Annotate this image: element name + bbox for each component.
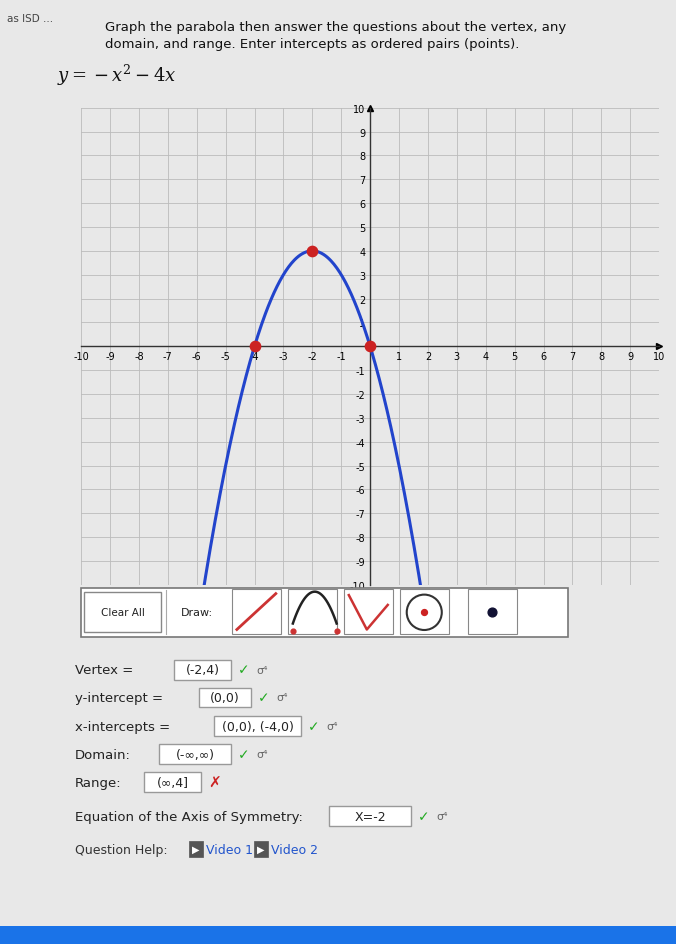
Point [487, 605, 498, 620]
Text: as ISD ...: as ISD ... [7, 14, 53, 25]
FancyBboxPatch shape [81, 588, 568, 637]
FancyBboxPatch shape [214, 716, 301, 736]
Text: (-∞,∞): (-∞,∞) [176, 748, 214, 761]
Text: ▶: ▶ [192, 844, 199, 854]
Point [307, 244, 318, 259]
Text: $y = -x^2 - 4x$: $y = -x^2 - 4x$ [57, 62, 177, 88]
Text: ▶: ▶ [258, 844, 265, 854]
FancyBboxPatch shape [344, 590, 393, 634]
Text: ✓: ✓ [238, 663, 249, 677]
Point [365, 339, 376, 354]
Text: (-2,4): (-2,4) [185, 664, 220, 676]
Text: σ⁴: σ⁴ [256, 750, 268, 760]
Point [331, 624, 342, 639]
FancyBboxPatch shape [189, 841, 203, 857]
Text: Range:: Range: [75, 776, 122, 789]
FancyBboxPatch shape [159, 745, 231, 765]
Text: ✓: ✓ [418, 809, 430, 823]
FancyBboxPatch shape [288, 590, 337, 634]
Text: σ⁴: σ⁴ [436, 812, 448, 821]
Point [419, 605, 430, 620]
FancyBboxPatch shape [144, 772, 201, 792]
Text: Draw:: Draw: [181, 608, 213, 617]
Text: ✓: ✓ [238, 748, 249, 762]
FancyBboxPatch shape [329, 806, 411, 826]
FancyBboxPatch shape [400, 590, 449, 634]
Text: σ⁴: σ⁴ [256, 665, 268, 675]
Text: X=-2: X=-2 [354, 810, 386, 823]
Text: Question Help:: Question Help: [75, 843, 168, 856]
FancyBboxPatch shape [254, 841, 268, 857]
Text: Equation of the Axis of Symmetry:: Equation of the Axis of Symmetry: [75, 810, 303, 823]
Text: Clear All: Clear All [101, 608, 145, 617]
Text: ✓: ✓ [308, 719, 320, 733]
Text: σ⁴: σ⁴ [276, 693, 287, 702]
Text: (0,0): (0,0) [210, 691, 240, 704]
Point [287, 624, 298, 639]
Point [249, 339, 260, 354]
Text: Domain:: Domain: [75, 748, 131, 761]
Text: σ⁴: σ⁴ [326, 721, 337, 732]
FancyBboxPatch shape [199, 688, 251, 708]
Text: Video 1: Video 1 [206, 843, 253, 856]
Text: Graph the parabola then answer the questions about the vertex, any: Graph the parabola then answer the quest… [105, 21, 566, 34]
Text: domain, and range. Enter intercepts as ordered pairs (points).: domain, and range. Enter intercepts as o… [105, 38, 519, 51]
FancyBboxPatch shape [84, 592, 162, 632]
Text: (0,0), (-4,0): (0,0), (-4,0) [222, 720, 293, 733]
FancyBboxPatch shape [0, 926, 676, 944]
Text: ✓: ✓ [258, 691, 270, 705]
Text: y-intercept =: y-intercept = [75, 691, 167, 704]
Text: ✗: ✗ [208, 775, 221, 790]
Text: (∞,4]: (∞,4] [157, 776, 189, 789]
Text: Vertex =: Vertex = [75, 664, 137, 676]
FancyBboxPatch shape [232, 590, 281, 634]
Text: Video 2: Video 2 [271, 843, 318, 856]
Text: x-intercepts =: x-intercepts = [75, 720, 174, 733]
FancyBboxPatch shape [174, 660, 231, 680]
FancyBboxPatch shape [468, 590, 516, 634]
